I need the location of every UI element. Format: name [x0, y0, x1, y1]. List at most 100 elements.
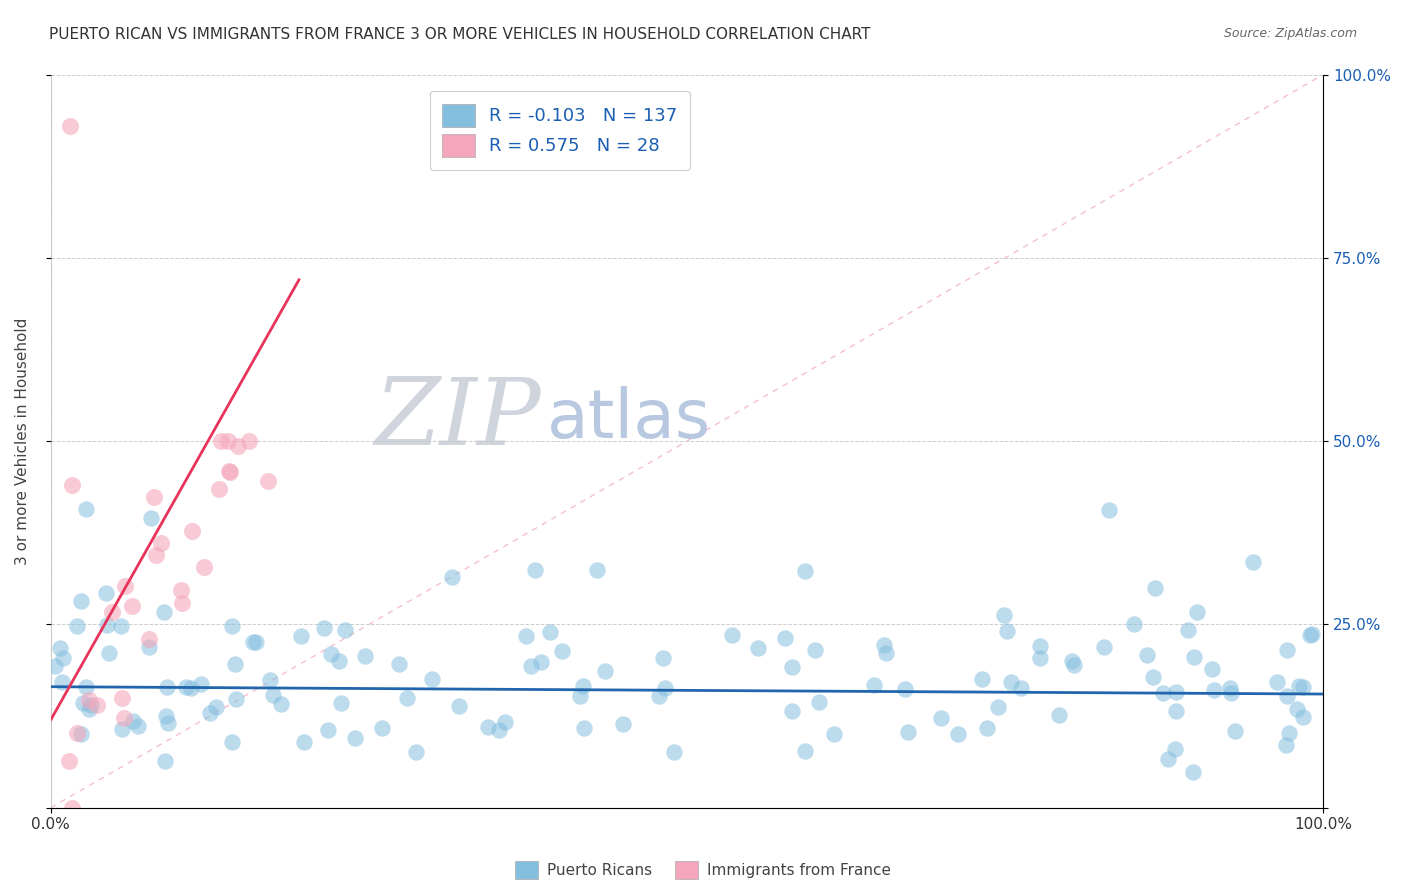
Point	[198, 706, 221, 720]
Point	[721, 628, 744, 642]
Point	[1292, 710, 1315, 724]
Point	[794, 564, 817, 578]
Point	[217, 434, 239, 449]
Point	[170, 582, 193, 597]
Point	[1144, 581, 1167, 595]
Point	[1136, 648, 1159, 662]
Point	[138, 632, 160, 646]
Point	[174, 681, 197, 695]
Point	[1177, 623, 1199, 637]
Point	[292, 734, 315, 748]
Point	[520, 659, 543, 673]
Point	[1185, 605, 1208, 619]
Point	[143, 490, 166, 504]
Point	[139, 510, 162, 524]
Point	[396, 690, 419, 705]
Point	[75, 502, 97, 516]
Point	[477, 720, 499, 734]
Point	[612, 717, 634, 731]
Point	[1152, 686, 1174, 700]
Text: atlas: atlas	[547, 386, 711, 452]
Point	[894, 682, 917, 697]
Point	[205, 699, 228, 714]
Point	[1060, 654, 1083, 668]
Point	[1288, 679, 1310, 693]
Point	[1010, 681, 1032, 696]
Point	[873, 638, 896, 652]
Point	[585, 563, 607, 577]
Point	[224, 657, 246, 672]
Point	[1000, 675, 1022, 690]
Point	[77, 692, 100, 706]
Point	[316, 723, 339, 738]
Point	[155, 709, 177, 723]
Point	[370, 721, 392, 735]
Point	[344, 731, 367, 746]
Point	[1164, 705, 1187, 719]
Text: PUERTO RICAN VS IMMIGRANTS FROM FRANCE 3 OR MORE VEHICLES IN HOUSEHOLD CORRELATI: PUERTO RICAN VS IMMIGRANTS FROM FRANCE 3…	[49, 27, 870, 42]
Point	[238, 434, 260, 449]
Point	[1285, 701, 1308, 715]
Point	[111, 722, 134, 736]
Point	[354, 649, 377, 664]
Point	[60, 800, 83, 814]
Point	[823, 726, 845, 740]
Point	[1098, 503, 1121, 517]
Point	[1292, 680, 1315, 694]
Point	[221, 619, 243, 633]
Point	[1220, 686, 1243, 700]
Point	[773, 631, 796, 645]
Point	[1157, 752, 1180, 766]
Point	[110, 619, 132, 633]
Point	[449, 699, 471, 714]
Point	[993, 607, 1015, 622]
Point	[780, 660, 803, 674]
Point	[972, 672, 994, 686]
Point	[319, 648, 342, 662]
Point	[156, 680, 179, 694]
Point	[97, 646, 120, 660]
Point	[1029, 639, 1052, 653]
Point	[138, 640, 160, 654]
Point	[180, 681, 202, 696]
Point	[1049, 708, 1071, 723]
Point	[149, 536, 172, 550]
Point	[145, 548, 167, 562]
Point	[51, 675, 73, 690]
Text: ZIP: ZIP	[374, 374, 541, 464]
Point	[1225, 724, 1247, 739]
Point	[80, 698, 103, 713]
Point	[153, 754, 176, 768]
Point	[897, 725, 920, 739]
Point	[1277, 726, 1299, 740]
Point	[312, 621, 335, 635]
Point	[127, 719, 149, 733]
Point	[122, 714, 145, 729]
Point	[529, 656, 551, 670]
Point	[156, 715, 179, 730]
Point	[420, 672, 443, 686]
Point	[1142, 670, 1164, 684]
Point	[388, 657, 411, 672]
Point	[110, 691, 132, 706]
Point	[1164, 685, 1187, 699]
Point	[66, 726, 89, 740]
Point	[181, 524, 204, 538]
Point	[262, 688, 284, 702]
Point	[652, 650, 675, 665]
Point	[808, 695, 831, 709]
Point	[862, 678, 884, 692]
Point	[193, 559, 215, 574]
Point	[225, 692, 247, 706]
Point	[190, 677, 212, 691]
Point	[153, 605, 176, 619]
Point	[1201, 662, 1223, 676]
Text: Source: ZipAtlas.com: Source: ZipAtlas.com	[1223, 27, 1357, 40]
Point	[1275, 738, 1298, 752]
Point	[804, 642, 827, 657]
Point	[48, 641, 70, 656]
Point	[995, 624, 1018, 639]
Point	[242, 635, 264, 649]
Point	[747, 640, 769, 655]
Point	[208, 482, 231, 496]
